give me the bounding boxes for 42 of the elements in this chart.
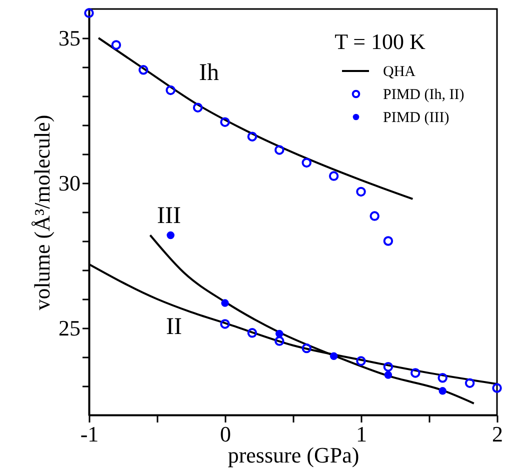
legend-label: PIMD (Ih, II)	[383, 87, 464, 103]
point	[111, 40, 122, 50]
point	[302, 343, 312, 354]
point	[438, 387, 446, 395]
point	[464, 378, 475, 388]
point	[247, 132, 258, 142]
point	[370, 211, 380, 221]
legend-title: T = 100 K	[334, 29, 426, 54]
point	[274, 145, 284, 155]
y-tick-label: 30	[58, 170, 80, 196]
point	[438, 373, 448, 383]
legend-label: PIMD (III)	[383, 110, 450, 126]
point	[492, 383, 502, 393]
point	[166, 85, 176, 96]
annotation: II	[166, 314, 182, 340]
point	[356, 356, 366, 366]
point	[356, 186, 366, 197]
point	[302, 158, 312, 168]
point	[328, 171, 339, 181]
point	[276, 330, 284, 338]
point	[138, 65, 148, 75]
point	[192, 102, 203, 112]
y-tick-label: 35	[58, 26, 80, 50]
x-tick-label: -1	[80, 422, 99, 446]
point	[221, 299, 229, 307]
point	[410, 368, 420, 378]
point	[220, 117, 230, 127]
point	[274, 336, 284, 346]
point	[220, 319, 230, 329]
annotation: Ih	[199, 60, 219, 86]
y-axis-title: volume (Å³/molecule)	[30, 114, 54, 310]
point	[247, 328, 258, 338]
point	[383, 362, 394, 372]
point	[383, 236, 394, 246]
legend-label: QHA	[383, 64, 416, 80]
point	[84, 8, 94, 18]
point	[166, 231, 174, 240]
point	[330, 352, 338, 360]
y-tick-label: 25	[58, 316, 80, 340]
point	[384, 371, 392, 379]
x-tick-label: 2	[492, 422, 503, 446]
annotation: III	[157, 203, 181, 229]
